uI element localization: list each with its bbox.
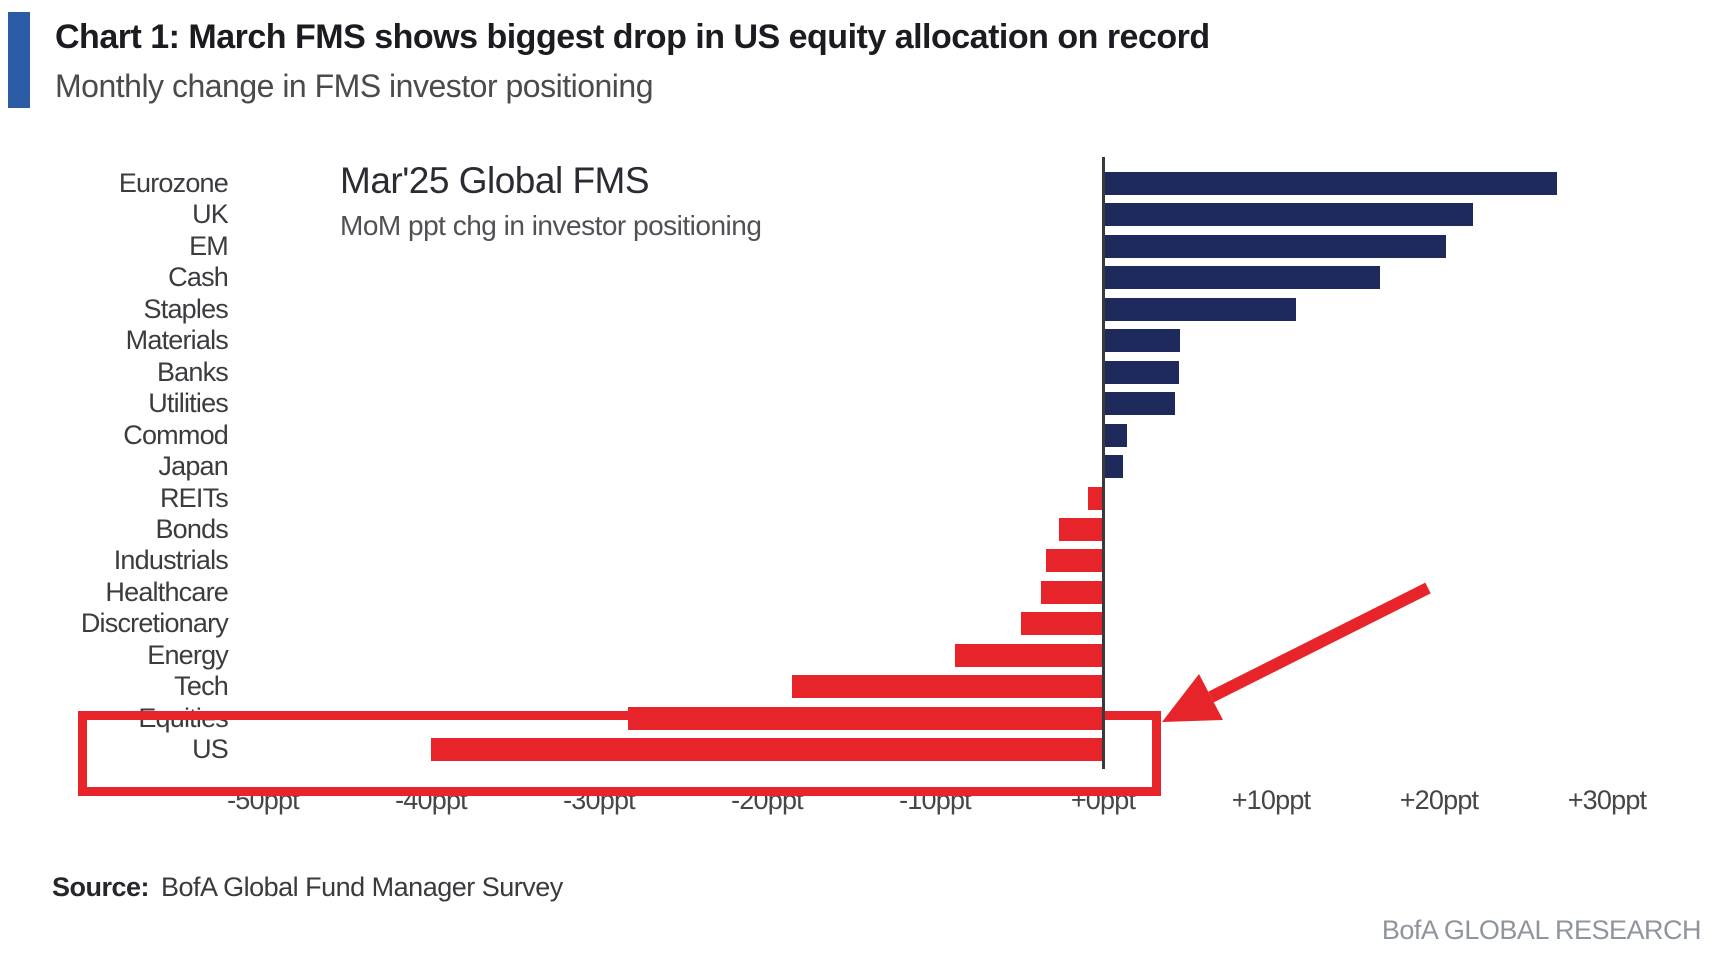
research-credit: BofA GLOBAL RESEARCH [1381, 915, 1702, 945]
category-label-commod: Commod [123, 419, 229, 450]
bar-commod [1103, 423, 1127, 447]
bar-discretionary [1020, 612, 1103, 636]
category-label-utilities: Utilities [148, 388, 229, 419]
category-label-reits: REITs [159, 482, 229, 513]
bar-tech [792, 675, 1103, 699]
category-label-bonds: Bonds [155, 513, 228, 544]
category-label-eurozone: Eurozone [118, 168, 229, 198]
bar-bonds [1059, 517, 1103, 541]
bar-us [431, 738, 1103, 762]
bar-staples [1103, 297, 1297, 321]
bar-industrials [1045, 549, 1103, 573]
bar-eurozone [1103, 172, 1557, 195]
zero-axis-line [1102, 157, 1105, 769]
chart-subtitle: Monthly change in FMS investor positioni… [55, 68, 653, 104]
bar-japan [1103, 455, 1124, 479]
bar-energy [955, 643, 1103, 667]
title-accent-bar [8, 12, 30, 108]
category-label-us: US [192, 734, 229, 765]
bar-materials [1103, 329, 1181, 353]
category-label-uk: UK [192, 199, 229, 230]
highlight-rectangle [78, 711, 1161, 796]
bar-utilities [1103, 392, 1176, 416]
chart-annotation-title: Mar'25 Global FMS [340, 160, 650, 201]
category-label-tech: Tech [174, 671, 229, 702]
x-tick-+10ppt: +10ppt [1231, 785, 1311, 815]
category-label-staples: Staples [143, 293, 229, 324]
category-label-em: EM [189, 230, 229, 261]
chart-annotation-subtitle: MoM ppt chg in investor positioning [340, 210, 762, 241]
category-label-japan: Japan [158, 451, 228, 482]
category-label-cash: Cash [168, 262, 229, 293]
category-label-materials: Materials [125, 325, 229, 356]
source-text: BofA Global Fund Manager Survey [161, 872, 563, 902]
source-line: Source: BofA Global Fund Manager Survey [52, 872, 563, 903]
category-label-healthcare: Healthcare [105, 576, 228, 607]
bar-cash [1103, 266, 1381, 290]
category-label-banks: Banks [156, 356, 229, 387]
bar-uk [1103, 203, 1473, 227]
bar-banks [1103, 360, 1179, 384]
category-label-discretionary: Discretionary [80, 608, 229, 639]
chart-title: Chart 1: March FMS shows biggest drop in… [55, 18, 1210, 56]
category-label-energy: Energy [147, 639, 229, 670]
source-label: Source: [52, 872, 150, 902]
bar-em [1103, 234, 1446, 258]
category-label-industrials: Industrials [113, 545, 229, 576]
x-tick-+20ppt: +20ppt [1399, 785, 1479, 815]
bar-reits [1087, 486, 1103, 510]
x-tick-+30ppt: +30ppt [1567, 785, 1647, 815]
bar-healthcare [1040, 580, 1103, 604]
